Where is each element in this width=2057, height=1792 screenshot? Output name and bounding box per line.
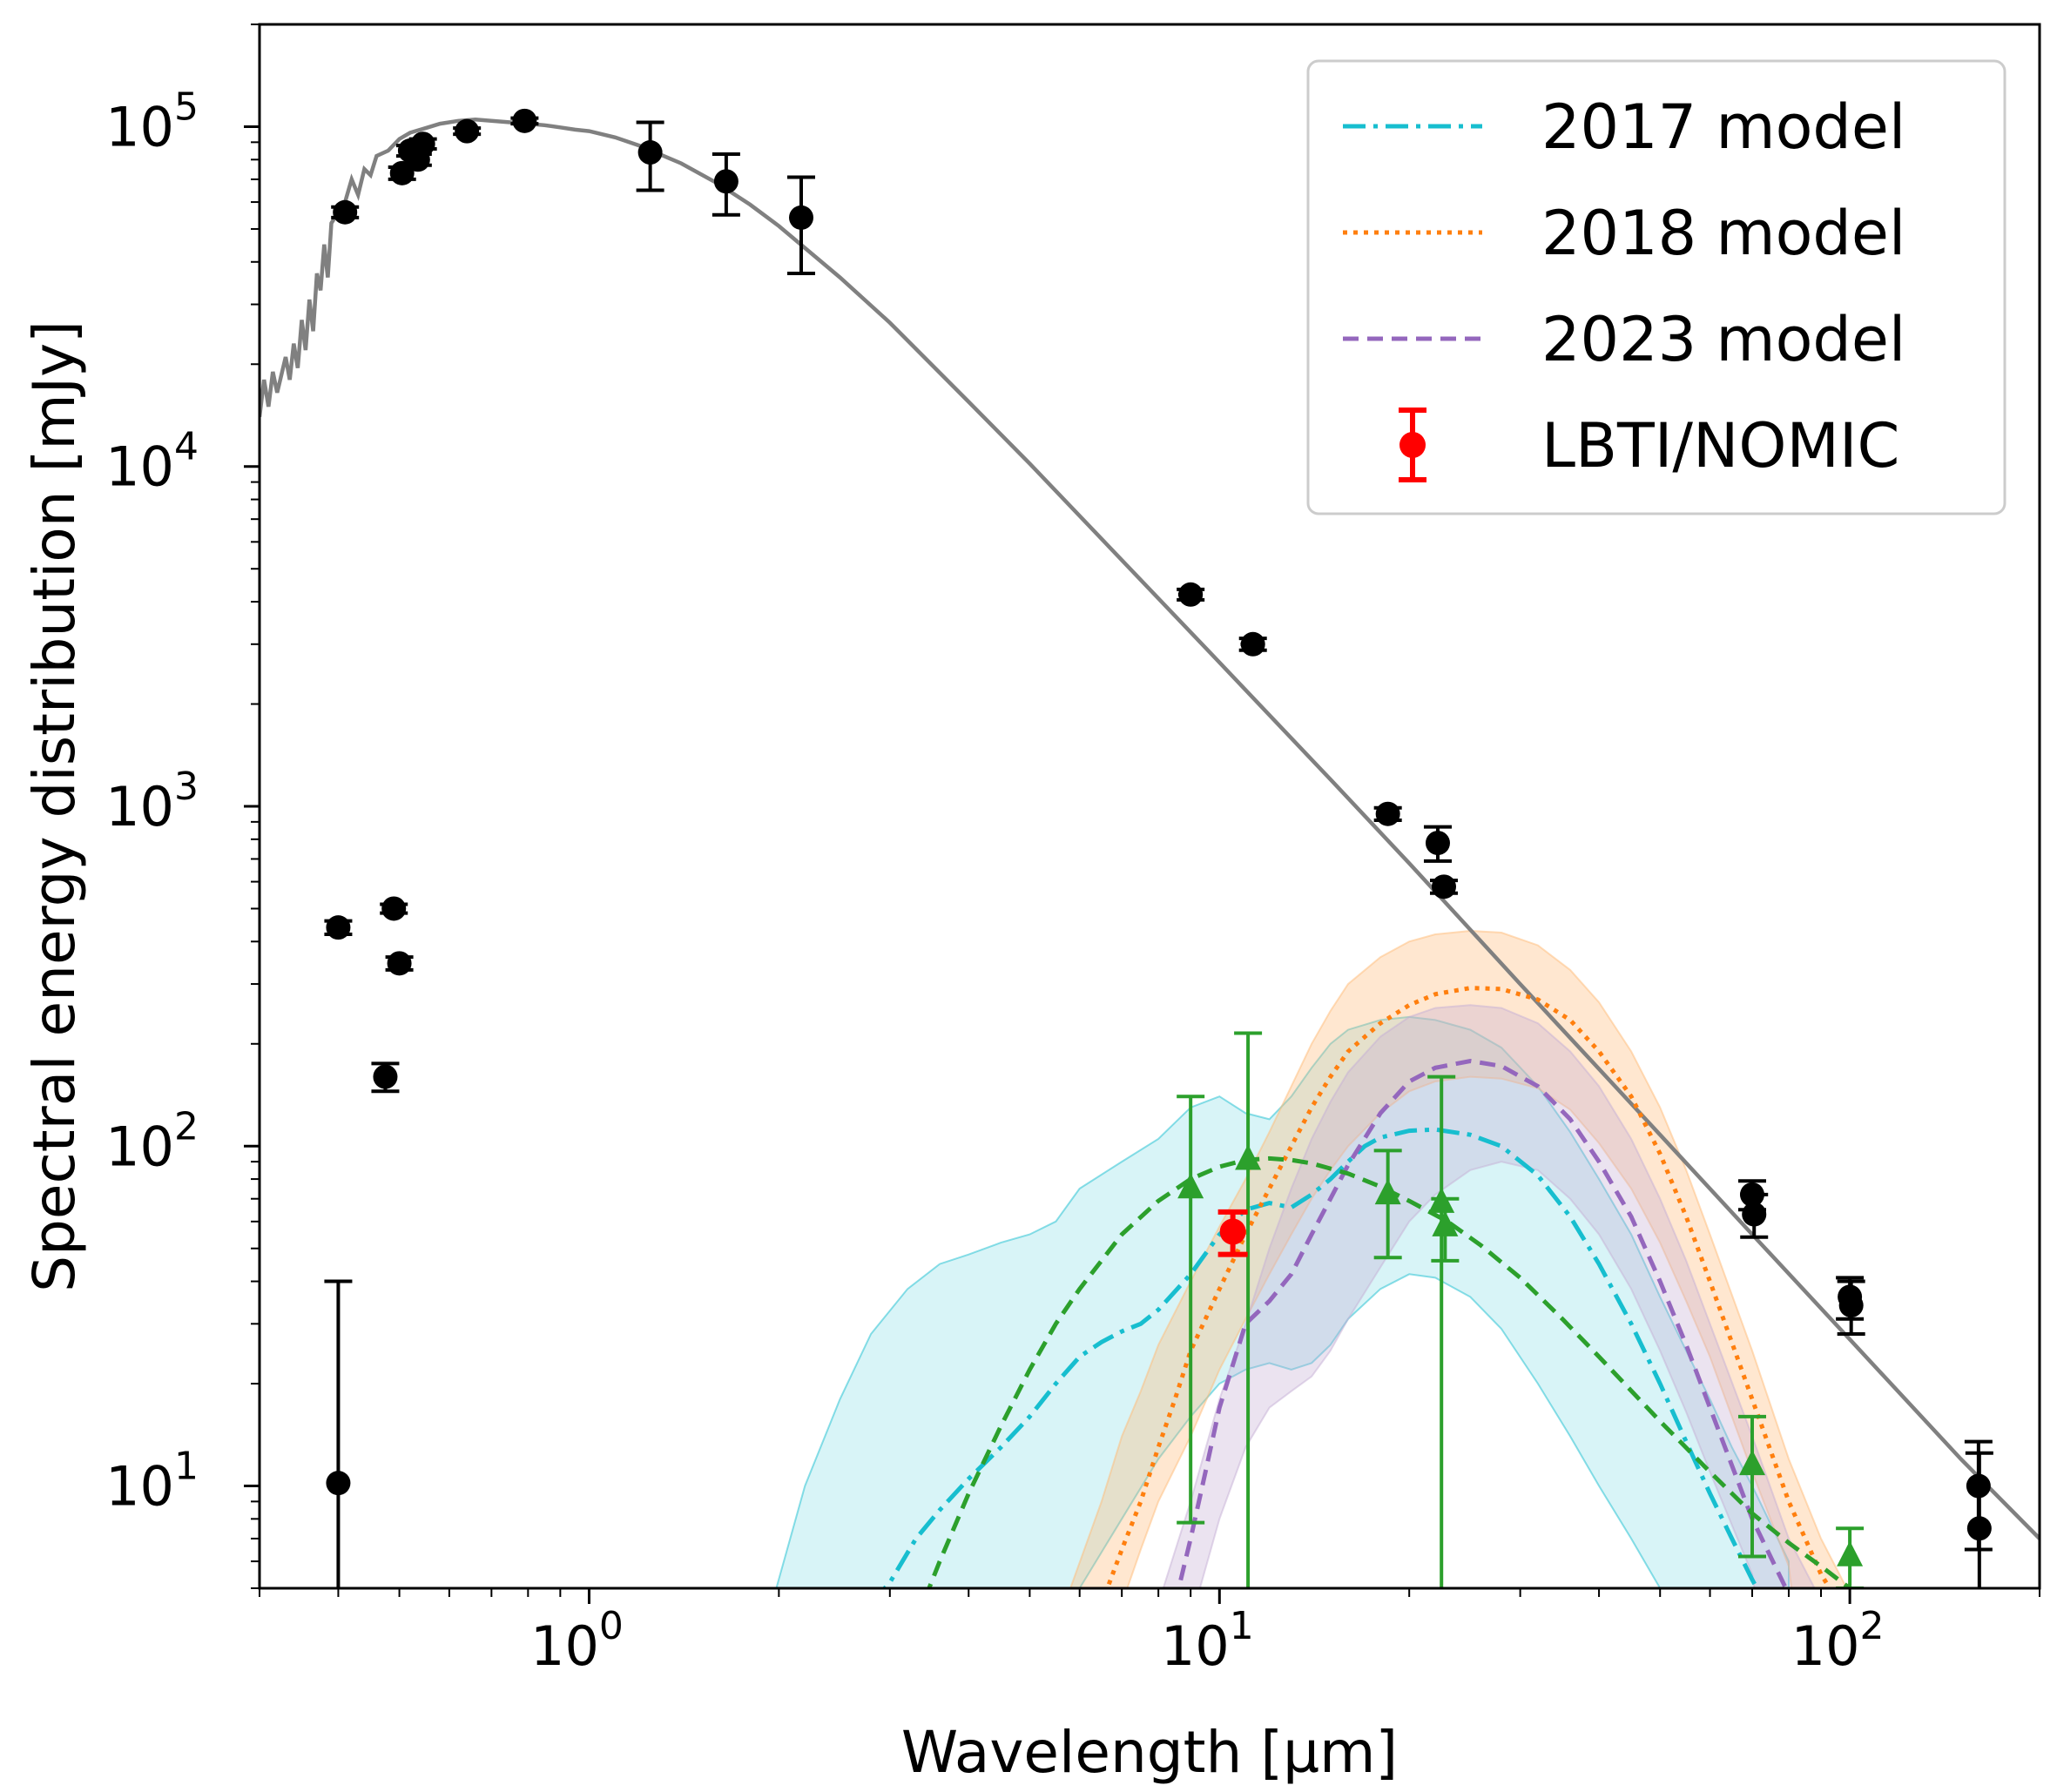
y-axis-label: Spectral energy distribution [mJy] xyxy=(21,320,88,1292)
legend-entry-2018-model: 2018 model xyxy=(1343,198,1905,269)
legend: 2017 model 2018 model 2023 model LBTI/NOMIC xyxy=(1306,59,2006,515)
y-tick-label: 103 xyxy=(105,765,199,839)
photometry-point-2 xyxy=(331,199,360,225)
photometry-point-9 xyxy=(408,131,437,157)
legend-frame xyxy=(1306,59,2006,515)
plot-area xyxy=(260,108,2040,1588)
excess-point-6 xyxy=(1737,1414,1766,1559)
photometry-point-21 xyxy=(1740,1192,1769,1239)
2017-model-line xyxy=(881,1127,1760,1588)
y-tick-label: 104 xyxy=(105,425,199,499)
confidence-band-3 xyxy=(1162,1004,1816,1588)
photometry-point-1 xyxy=(324,915,353,940)
legend-label: LBTI/NOMIC xyxy=(1541,410,1899,482)
photometry-point-10 xyxy=(453,118,482,144)
photometry-point-17 xyxy=(1373,801,1402,826)
photometry-point-13 xyxy=(712,152,740,217)
y-tick-label: 105 xyxy=(105,84,199,158)
2018-model-line xyxy=(1104,986,1832,1588)
photometry-point-6 xyxy=(388,160,416,185)
y-axis-ticks: 101 102 103 104 105 xyxy=(105,24,260,1589)
confidence-band-2 xyxy=(1069,929,1848,1588)
x-tick-label: 101 xyxy=(1161,1604,1254,1678)
photometry-point-19 xyxy=(1429,874,1458,899)
legend-label: 2018 model xyxy=(1541,198,1905,269)
photometry-point-23 xyxy=(1837,1279,1865,1337)
legend-entry-LBTI-NOMIC: LBTI/NOMIC xyxy=(1399,408,1899,482)
photometry-point-3 xyxy=(371,1061,400,1094)
excess-point-5 xyxy=(1431,1196,1460,1263)
legend-entry-2017-model: 2017 model xyxy=(1343,91,1905,163)
excess-point-1 xyxy=(1177,1095,1205,1525)
2023-model-line xyxy=(1176,1058,1789,1588)
legend-label: 2023 model xyxy=(1541,304,1905,375)
photometry-point-11 xyxy=(510,108,539,133)
photosphere-line xyxy=(260,117,2040,1540)
lbti-point xyxy=(1217,1209,1248,1257)
excess-point-3 xyxy=(1373,1149,1402,1260)
photometry-point-12 xyxy=(636,120,664,192)
y-tick-label: 101 xyxy=(105,1445,199,1519)
legend-entry-2023-model: 2023 model xyxy=(1343,304,1905,375)
photometry-point-5 xyxy=(385,951,414,976)
x-tick-label: 100 xyxy=(530,1604,624,1678)
confidence-band-1 xyxy=(775,1015,1790,1588)
x-axis-label: Wavelength [µm] xyxy=(901,1719,1398,1786)
photometry-point-25 xyxy=(1965,1451,1993,1588)
y-tick-label: 102 xyxy=(105,1104,199,1178)
excess-point-7 xyxy=(1836,1526,1865,1588)
x-tick-label: 102 xyxy=(1791,1604,1885,1678)
photometry-point-14 xyxy=(787,175,816,275)
x-axis-ticks: 100 101 102 xyxy=(259,1588,2040,1678)
photometry-point-16 xyxy=(1238,631,1267,657)
photometry-point-15 xyxy=(1177,582,1205,607)
legend-label: 2017 model xyxy=(1541,91,1905,163)
excess-point-2 xyxy=(1234,1031,1263,1588)
photometry-point-26 xyxy=(324,1279,353,1588)
photometry-point-4 xyxy=(380,896,408,921)
photometry-point-18 xyxy=(1423,825,1452,863)
